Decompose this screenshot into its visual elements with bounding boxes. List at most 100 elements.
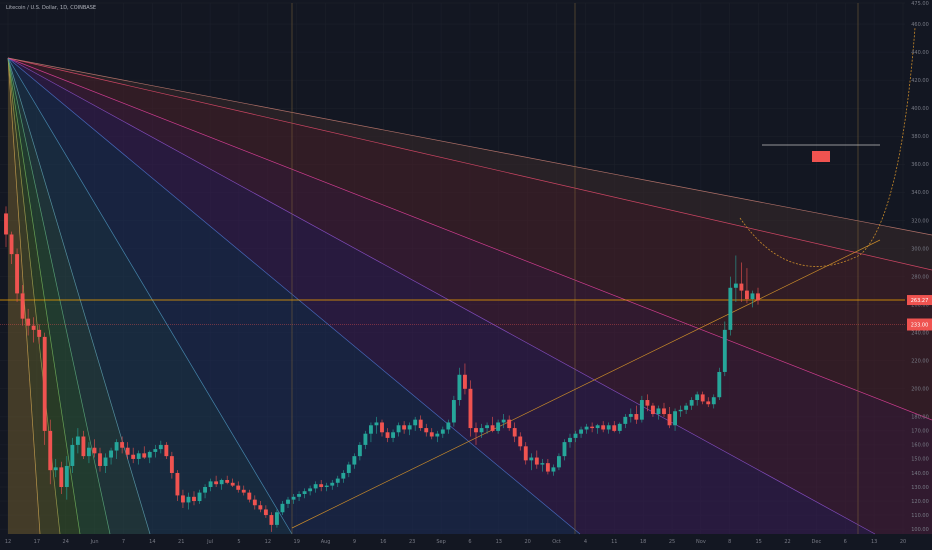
candle-body: [109, 450, 113, 458]
candle-body: [396, 425, 401, 433]
time-tick-label: 24: [63, 539, 69, 545]
candle-body: [164, 444, 169, 457]
time-tick-label: 23: [409, 539, 415, 545]
candle-body: [275, 512, 279, 525]
candle-body: [579, 429, 583, 434]
candle-body: [158, 444, 163, 450]
candle-body: [225, 479, 230, 483]
candle-body: [263, 509, 268, 516]
candle-body: [612, 425, 617, 431]
candle-body: [120, 442, 125, 448]
candle-body: [169, 456, 174, 473]
candle-body: [308, 488, 313, 492]
candle-body: [219, 479, 224, 485]
candle-body: [634, 414, 639, 420]
candle-body: [463, 374, 467, 389]
candle-body: [407, 425, 412, 430]
candle-body: [136, 453, 141, 459]
price-tick-label: 130.00: [911, 485, 929, 491]
candle-body: [64, 465, 69, 488]
candle-body: [534, 457, 539, 465]
candle-body: [468, 388, 473, 429]
candle-body: [142, 453, 147, 458]
candle-body: [667, 414, 672, 426]
time-tick-label: Sep: [436, 539, 445, 545]
candle-body: [369, 425, 373, 434]
candle-body: [557, 456, 561, 468]
time-axis[interactable]: 12 17 24 Jun 7 14 21 Jul 5 12 19 Aug 9 16 23 Sep 6 13 20 Oc…: [5, 539, 906, 545]
time-tick-label: Dec: [812, 539, 822, 545]
candle-body: [346, 464, 351, 473]
candle-body: [357, 444, 362, 457]
price-tick-label: 340.00: [911, 190, 929, 196]
candle-body: [722, 329, 727, 372]
candle-body: [98, 453, 102, 466]
current-price-badge: [907, 295, 932, 306]
candle-body: [252, 499, 257, 506]
candle-body: [485, 425, 489, 429]
candles: [4, 206, 760, 532]
candle-body: [507, 419, 512, 429]
candle-body: [551, 467, 556, 472]
candle-body: [606, 425, 611, 430]
price-tick-label: 140.00: [911, 471, 929, 477]
time-tick-label: 6: [468, 539, 471, 545]
candle-body: [424, 428, 429, 433]
candle-body: [214, 481, 219, 485]
candle-body: [678, 409, 683, 412]
candle-body: [733, 283, 738, 288]
candle-body: [446, 422, 451, 430]
candle-body: [673, 411, 677, 426]
time-tick-label: 5: [237, 539, 240, 545]
candle-body: [186, 496, 191, 503]
candle-body: [745, 290, 749, 300]
candle-body: [192, 496, 196, 502]
candle-body: [280, 503, 285, 513]
time-tick-label: 15: [755, 539, 761, 545]
fan-line: [7, 57, 111, 535]
candle-body: [756, 293, 760, 301]
candle-body: [208, 481, 213, 488]
second-price-badge: [907, 318, 932, 331]
candle-body: [70, 444, 75, 466]
candle-body: [313, 484, 318, 489]
candle-body: [739, 283, 744, 291]
candle-body: [352, 456, 357, 465]
candle-body: [286, 499, 290, 504]
candle-body: [402, 425, 407, 430]
candle-body: [523, 446, 528, 461]
candle-body: [418, 419, 423, 429]
price-tick-label: 200.00: [911, 387, 929, 393]
price-tick-label: 380.00: [911, 134, 929, 140]
price-axis[interactable]: 475.00 460.00 440.00 420.00 400.00 380.00 360.…: [911, 1, 929, 533]
price-tick-label: 240.00: [911, 330, 929, 336]
candle-body: [297, 494, 301, 497]
candle-body: [197, 492, 202, 502]
time-tick-label: 11: [611, 539, 617, 545]
candle-body: [479, 428, 484, 433]
vertical-markers: [291, 3, 859, 534]
candle-body: [391, 432, 395, 438]
candle-body: [474, 428, 478, 433]
candle-body: [562, 442, 567, 457]
candle-body: [429, 432, 434, 437]
time-tick-label: 7: [122, 539, 125, 545]
candle-body: [413, 419, 418, 426]
fan-line: [7, 57, 932, 421]
time-tick-label: 20: [900, 539, 906, 545]
time-tick-label: 21: [178, 539, 184, 545]
candle-body: [175, 472, 180, 496]
candle-body: [324, 485, 329, 488]
time-tick-label: 13: [871, 539, 877, 545]
candle-body: [125, 447, 130, 455]
price-tick-label: 110.00: [911, 513, 929, 519]
candle-body: [9, 234, 14, 255]
candle-body: [147, 451, 152, 458]
price-tick-label: 160.00: [911, 443, 929, 449]
candle-body: [230, 482, 235, 486]
candle-body: [490, 425, 495, 431]
candle-body: [623, 416, 628, 424]
candle-body: [689, 400, 694, 406]
candle-body: [302, 491, 307, 495]
